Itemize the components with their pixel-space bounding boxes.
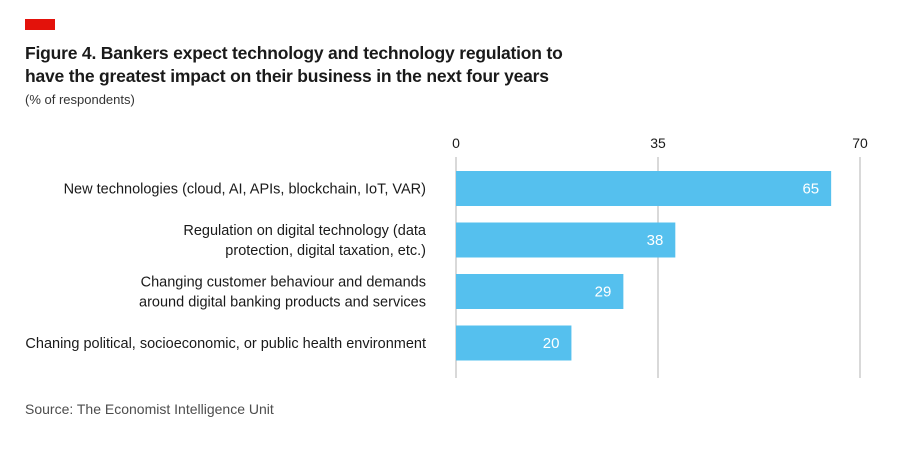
x-tick-label: 35 (650, 135, 666, 151)
category-label: protection, digital taxation, etc.) (225, 243, 426, 259)
x-tick-label: 0 (452, 135, 460, 151)
bar (456, 325, 572, 361)
data-label: 29 (595, 284, 612, 301)
category-label: New technologies (cloud, AI, APIs, block… (64, 182, 426, 198)
chart-subtitle: (% of respondents) (25, 92, 135, 107)
category-label: Chaning political, socioeconomic, or pub… (25, 336, 426, 352)
brand-red-bar (25, 19, 55, 30)
x-tick-label: 70 (852, 135, 868, 151)
bar (456, 222, 676, 258)
bar (456, 171, 832, 206)
data-label: 38 (647, 232, 664, 249)
category-label: Changing customer behaviour and demands (141, 275, 426, 291)
source-note: Source: The Economist Intelligence Unit (25, 401, 274, 417)
category-label: Regulation on digital technology (data (183, 223, 427, 239)
data-label: 20 (543, 335, 560, 352)
chart-title: Figure 4. Bankers expect technology and … (25, 43, 563, 86)
data-label: 65 (802, 181, 819, 198)
bar (456, 274, 624, 309)
category-label: around digital banking products and serv… (139, 295, 426, 311)
